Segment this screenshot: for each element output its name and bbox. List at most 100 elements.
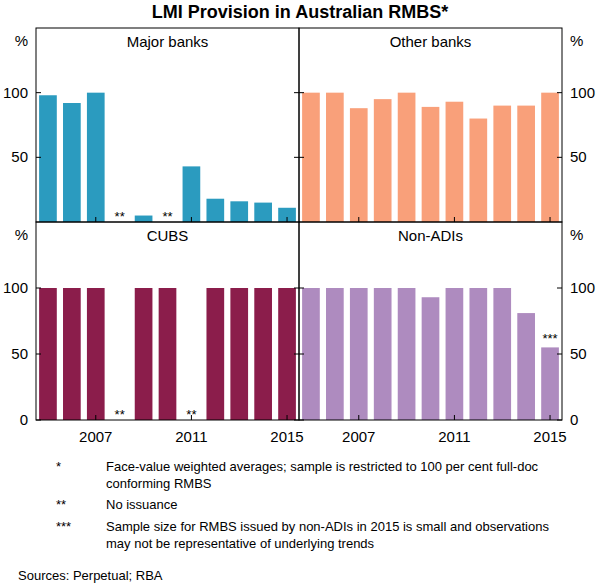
footnote: *Face-value weighted averages; sample is… (56, 458, 566, 492)
y-tick (557, 288, 562, 289)
y-tick-label: 0 (570, 411, 578, 428)
bar (374, 288, 392, 420)
bars (39, 93, 296, 222)
bar (278, 208, 296, 222)
bar (135, 288, 153, 420)
x-tick (191, 217, 192, 222)
x-tick-label: 2007 (342, 428, 375, 445)
x-tick (358, 415, 359, 420)
footnote: **No issuance (56, 496, 566, 513)
footnote: ***Sample size for RMBS issued by non-AD… (56, 518, 566, 552)
y-tick (299, 157, 304, 158)
y-tick (557, 157, 562, 158)
panel-frame (36, 28, 299, 222)
x-tick-label: 2011 (175, 428, 207, 445)
chart-title: LMI Provision in Australian RMBS* (152, 2, 448, 22)
y-tick (36, 92, 41, 93)
panel-title: Major banks (127, 33, 209, 50)
bar (541, 93, 559, 222)
y-tick (557, 354, 562, 355)
x-tick (358, 217, 359, 222)
panel-frame (299, 222, 562, 420)
bar (350, 108, 368, 222)
sources: Sources: Perpetual; RBA (18, 568, 163, 583)
panel-frame (36, 222, 299, 420)
y-tick (299, 354, 304, 355)
bar (63, 288, 81, 420)
y-tick-label: 100 (3, 84, 28, 101)
panel-title: Non-ADIs (398, 227, 463, 244)
bar (87, 93, 105, 222)
y-tick (36, 354, 41, 355)
y-tick (36, 288, 41, 289)
y-tick (36, 157, 41, 158)
x-tick (95, 415, 96, 420)
bar (206, 199, 224, 222)
y-tick-label: 100 (570, 279, 595, 296)
x-tick (95, 217, 96, 222)
bar (39, 95, 57, 222)
x-tick-label: 2011 (438, 428, 470, 445)
bars (302, 93, 559, 222)
y-tick (294, 288, 299, 289)
x-tick-label: 2015 (533, 428, 566, 445)
bar (278, 288, 296, 420)
bar (230, 201, 248, 222)
bar (469, 119, 487, 222)
y-unit-label: % (15, 226, 28, 243)
bars (302, 288, 559, 420)
y-tick-label: 100 (570, 84, 595, 101)
y-tick-label: 0 (20, 411, 28, 428)
y-unit-label: % (570, 32, 583, 49)
x-tick (287, 217, 288, 222)
y-tick (299, 420, 304, 421)
y-tick (294, 420, 299, 421)
y-tick (36, 420, 41, 421)
annotation: *** (542, 331, 557, 346)
y-unit-label: % (15, 32, 28, 49)
bar (517, 313, 535, 420)
bar (422, 107, 440, 222)
bar (446, 288, 464, 420)
y-tick (294, 354, 299, 355)
bar (469, 288, 487, 420)
y-tick (294, 92, 299, 93)
bar (446, 102, 464, 222)
y-tick-label: 50 (570, 148, 587, 165)
bar (135, 216, 153, 222)
footnote-marker: *** (56, 518, 106, 552)
footnote-text: Face-value weighted averages; sample is … (106, 458, 566, 492)
x-tick (550, 415, 551, 420)
footnote-marker: ** (56, 496, 106, 513)
bars (39, 288, 296, 420)
bar (422, 297, 440, 420)
footnote-text: No issuance (106, 496, 566, 513)
annotation: ** (186, 407, 196, 422)
annotation: ** (115, 407, 125, 422)
bar (254, 288, 272, 420)
y-tick (557, 420, 562, 421)
bar (302, 93, 320, 222)
y-tick (294, 157, 299, 158)
x-tick-label: 2015 (270, 428, 303, 445)
bar (350, 288, 368, 420)
y-tick-label: 50 (11, 345, 28, 362)
y-tick-label: 100 (3, 279, 28, 296)
bar (254, 203, 272, 222)
y-tick (299, 92, 304, 93)
bar (398, 288, 416, 420)
panel-frame (299, 28, 562, 222)
bar (517, 106, 535, 222)
bar (302, 288, 320, 420)
bar (87, 288, 105, 420)
bar (326, 93, 344, 222)
x-tick (287, 415, 288, 420)
bar (63, 103, 81, 222)
y-tick (299, 288, 304, 289)
footnote-text: Sample size for RMBS issued by non-ADIs … (106, 518, 566, 552)
y-tick (557, 92, 562, 93)
panel-title: Other banks (390, 33, 472, 50)
x-tick (454, 415, 455, 420)
bar (159, 288, 177, 420)
bar (374, 99, 392, 222)
